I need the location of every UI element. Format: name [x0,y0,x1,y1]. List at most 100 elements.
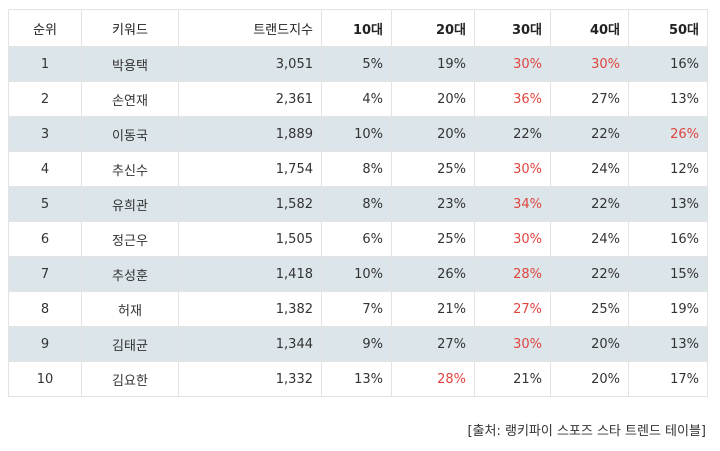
cell-age-10s: 6% [321,221,392,257]
cell-age-10s: 13% [321,361,392,397]
cell-trend-index: 1,382 [178,291,322,327]
cell-age-10s: 7% [321,291,392,327]
cell-age-10s: 8% [321,186,392,222]
cell-age-20s: 19% [391,46,475,82]
cell-age-40s: 24% [550,151,629,187]
cell-rank: 2 [8,81,82,117]
header-age-30s: 30대 [474,9,551,47]
cell-rank: 5 [8,186,82,222]
cell-rank: 10 [8,361,82,397]
cell-trend-index: 1,505 [178,221,322,257]
cell-age-40s: 24% [550,221,629,257]
cell-keyword: 이동국 [81,116,179,152]
cell-age-20s: 25% [391,151,475,187]
table-row: 5 유희관 1,582 8% 23% 34% 22% 13% [8,186,708,222]
cell-age-30s: 30% [474,326,551,362]
source-caption: [출처: 랭키파이 스포즈 스타 트렌드 테이블] [467,424,706,439]
cell-age-40s: 27% [550,81,629,117]
table-row: 2 손연재 2,361 4% 20% 36% 27% 13% [8,81,708,117]
cell-rank: 3 [8,116,82,152]
cell-age-30s: 22% [474,116,551,152]
cell-trend-index: 1,418 [178,256,322,292]
cell-age-30s: 28% [474,256,551,292]
cell-age-20s: 27% [391,326,475,362]
trend-table: 순위 키워드 트랜드지수 10대 20대 30대 40대 50대 1 박용택 3,0… [8,9,708,397]
table-row: 4 추신수 1,754 8% 25% 30% 24% 12% [8,151,708,187]
cell-age-40s: 20% [550,361,629,397]
cell-age-30s: 30% [474,221,551,257]
header-age-40s: 40대 [550,9,629,47]
cell-rank: 1 [8,46,82,82]
cell-age-20s: 20% [391,116,475,152]
cell-age-50s: 17% [628,361,708,397]
table-row: 7 추성훈 1,418 10% 26% 28% 22% 15% [8,256,708,292]
table-row: 9 김태균 1,344 9% 27% 30% 20% 13% [8,326,708,362]
table-body: 1 박용택 3,051 5% 19% 30% 30% 16% 2 손연재 2,361 4% 20% 36%… [8,46,708,397]
cell-trend-index: 3,051 [178,46,322,82]
header-row: 순위 키워드 트랜드지수 10대 20대 30대 40대 50대 [8,9,708,47]
header-age-50s: 50대 [628,9,708,47]
cell-age-50s: 19% [628,291,708,327]
cell-age-20s: 20% [391,81,475,117]
cell-rank: 6 [8,221,82,257]
table-row: 3 이동국 1,889 10% 20% 22% 22% 26% [8,116,708,152]
header-rank: 순위 [8,9,82,47]
cell-age-40s: 22% [550,186,629,222]
cell-keyword: 김요한 [81,361,179,397]
cell-age-10s: 10% [321,116,392,152]
cell-age-20s: 21% [391,291,475,327]
cell-rank: 9 [8,326,82,362]
table-header: 순위 키워드 트랜드지수 10대 20대 30대 40대 50대 [8,9,708,47]
cell-age-20s: 25% [391,221,475,257]
cell-age-10s: 10% [321,256,392,292]
header-age-10s: 10대 [321,9,392,47]
cell-trend-index: 2,361 [178,81,322,117]
cell-age-30s: 30% [474,151,551,187]
table-row: 1 박용택 3,051 5% 19% 30% 30% 16% [8,46,708,82]
cell-trend-index: 1,344 [178,326,322,362]
cell-age-30s: 30% [474,46,551,82]
table-row: 8 허재 1,382 7% 21% 27% 25% 19% [8,291,708,327]
cell-age-10s: 8% [321,151,392,187]
cell-rank: 8 [8,291,82,327]
cell-trend-index: 1,754 [178,151,322,187]
cell-age-50s: 16% [628,221,708,257]
header-trend-index: 트랜드지수 [178,9,322,47]
cell-keyword: 추신수 [81,151,179,187]
cell-age-20s: 23% [391,186,475,222]
cell-age-50s: 13% [628,81,708,117]
cell-keyword: 정근우 [81,221,179,257]
cell-trend-index: 1,332 [178,361,322,397]
cell-rank: 4 [8,151,82,187]
cell-keyword: 김태균 [81,326,179,362]
cell-keyword: 손연재 [81,81,179,117]
cell-age-50s: 13% [628,326,708,362]
cell-age-30s: 36% [474,81,551,117]
table-row: 10 김요한 1,332 13% 28% 21% 20% 17% [8,361,708,397]
cell-age-40s: 22% [550,116,629,152]
header-age-20s: 20대 [391,9,475,47]
cell-age-50s: 15% [628,256,708,292]
cell-keyword: 허재 [81,291,179,327]
cell-age-20s: 26% [391,256,475,292]
cell-age-30s: 21% [474,361,551,397]
cell-keyword: 추성훈 [81,256,179,292]
cell-age-10s: 4% [321,81,392,117]
cell-age-30s: 34% [474,186,551,222]
cell-rank: 7 [8,256,82,292]
cell-age-20s: 28% [391,361,475,397]
cell-age-40s: 20% [550,326,629,362]
cell-age-50s: 13% [628,186,708,222]
header-keyword: 키워드 [81,9,179,47]
cell-age-10s: 9% [321,326,392,362]
cell-age-50s: 12% [628,151,708,187]
cell-age-30s: 27% [474,291,551,327]
table-row: 6 정근우 1,505 6% 25% 30% 24% 16% [8,221,708,257]
cell-age-40s: 25% [550,291,629,327]
cell-age-40s: 30% [550,46,629,82]
cell-keyword: 박용택 [81,46,179,82]
cell-keyword: 유희관 [81,186,179,222]
cell-trend-index: 1,582 [178,186,322,222]
cell-age-40s: 22% [550,256,629,292]
cell-age-50s: 26% [628,116,708,152]
